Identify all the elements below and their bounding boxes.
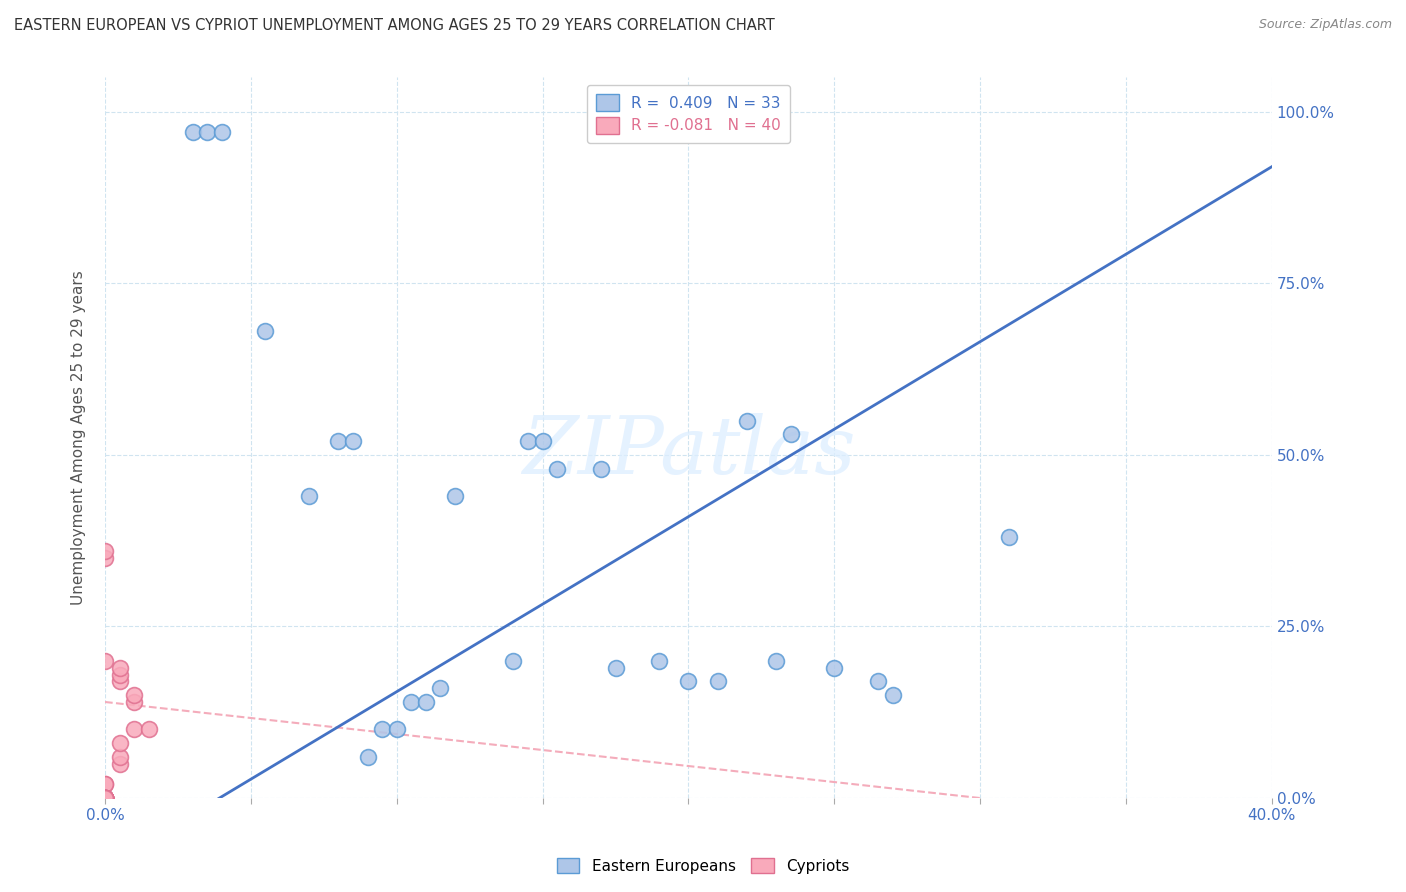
Point	[181, 125, 204, 139]
Point	[531, 434, 554, 449]
Point	[356, 750, 378, 764]
Point	[94, 791, 117, 805]
Point	[94, 654, 117, 668]
Point	[94, 791, 117, 805]
Point	[94, 791, 117, 805]
Text: Source: ZipAtlas.com: Source: ZipAtlas.com	[1258, 18, 1392, 31]
Point	[122, 723, 145, 737]
Legend: Eastern Europeans, Cypriots: Eastern Europeans, Cypriots	[550, 852, 856, 880]
Point	[94, 791, 117, 805]
Point	[254, 324, 277, 338]
Point	[94, 791, 117, 805]
Point	[648, 654, 671, 668]
Point	[371, 723, 394, 737]
Legend: R =  0.409   N = 33, R = -0.081   N = 40: R = 0.409 N = 33, R = -0.081 N = 40	[586, 85, 790, 143]
Point	[94, 791, 117, 805]
Point	[94, 791, 117, 805]
Point	[605, 661, 627, 675]
Point	[94, 791, 117, 805]
Point	[108, 674, 131, 689]
Point	[94, 791, 117, 805]
Point	[94, 791, 117, 805]
Point	[94, 791, 117, 805]
Point	[706, 674, 728, 689]
Point	[94, 791, 117, 805]
Y-axis label: Unemployment Among Ages 25 to 29 years: Unemployment Among Ages 25 to 29 years	[72, 270, 86, 605]
Point	[823, 661, 845, 675]
Point	[94, 791, 117, 805]
Point	[502, 654, 524, 668]
Point	[94, 791, 117, 805]
Point	[298, 489, 321, 503]
Point	[108, 750, 131, 764]
Point	[94, 791, 117, 805]
Point	[108, 736, 131, 750]
Point	[765, 654, 787, 668]
Point	[415, 695, 437, 709]
Point	[211, 125, 233, 139]
Point	[122, 688, 145, 702]
Point	[94, 791, 117, 805]
Point	[94, 791, 117, 805]
Point	[444, 489, 467, 503]
Point	[94, 544, 117, 558]
Text: EASTERN EUROPEAN VS CYPRIOT UNEMPLOYMENT AMONG AGES 25 TO 29 YEARS CORRELATION C: EASTERN EUROPEAN VS CYPRIOT UNEMPLOYMENT…	[14, 18, 775, 33]
Point	[678, 674, 700, 689]
Point	[195, 125, 218, 139]
Point	[94, 791, 117, 805]
Point	[94, 791, 117, 805]
Point	[429, 681, 451, 696]
Point	[779, 427, 801, 442]
Point	[998, 530, 1021, 544]
Point	[108, 661, 131, 675]
Point	[385, 723, 408, 737]
Point	[882, 688, 904, 702]
Point	[94, 791, 117, 805]
Point	[94, 791, 117, 805]
Point	[735, 414, 758, 428]
Point	[94, 791, 117, 805]
Point	[94, 791, 117, 805]
Point	[868, 674, 890, 689]
Text: ZIPatlas: ZIPatlas	[522, 413, 855, 491]
Point	[108, 756, 131, 771]
Point	[138, 723, 160, 737]
Point	[328, 434, 350, 449]
Point	[401, 695, 423, 709]
Point	[122, 695, 145, 709]
Point	[94, 791, 117, 805]
Point	[94, 777, 117, 791]
Point	[94, 777, 117, 791]
Point	[94, 550, 117, 565]
Point	[517, 434, 540, 449]
Point	[342, 434, 364, 449]
Point	[94, 791, 117, 805]
Point	[108, 667, 131, 681]
Point	[589, 461, 612, 475]
Point	[546, 461, 568, 475]
